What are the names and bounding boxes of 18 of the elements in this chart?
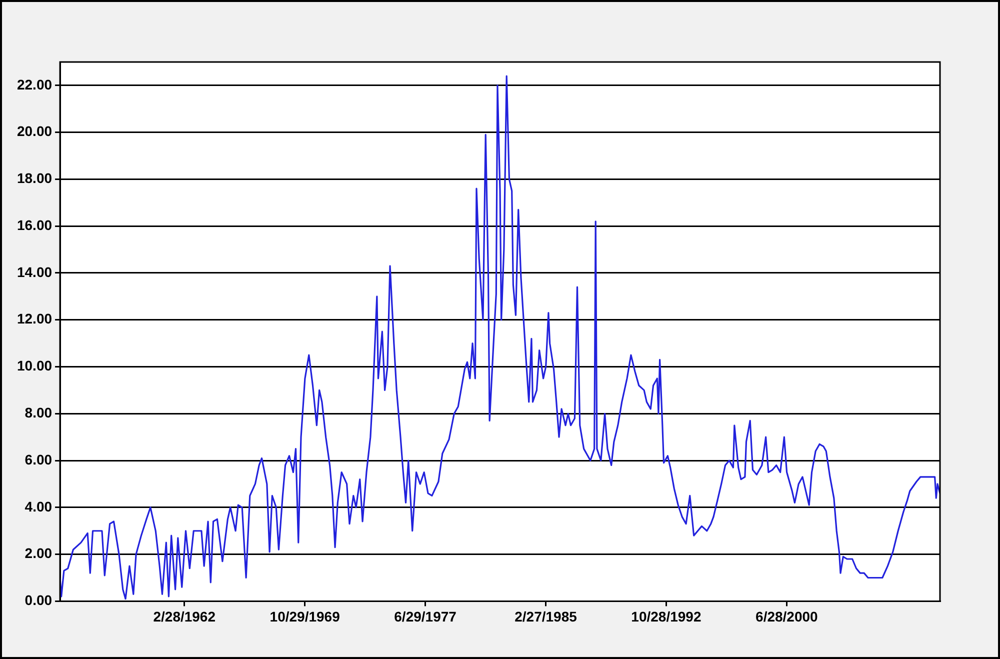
y-tick-label: 6.00 <box>24 451 52 468</box>
y-tick-label: 22.00 <box>16 76 52 92</box>
y-tick-label: 2.00 <box>24 545 52 562</box>
x-tick-label: 6/29/1977 <box>394 608 457 624</box>
y-tick-label: 14.00 <box>16 264 52 280</box>
y-tick-label: 4.00 <box>24 498 52 514</box>
y-tick-label: 18.00 <box>16 170 52 186</box>
x-tick-label: 10/28/1992 <box>631 608 702 624</box>
x-tick-label: 2/28/1962 <box>153 608 216 624</box>
y-tick-label: 8.00 <box>24 404 52 421</box>
y-tick-label: 20.00 <box>16 123 52 140</box>
x-tick-label: 2/27/1985 <box>514 608 578 624</box>
y-tick-label: 16.00 <box>16 216 52 233</box>
x-tick-label: 10/29/1969 <box>270 608 340 624</box>
y-tick-label: 10.00 <box>16 358 52 374</box>
y-tick-label: 0.00 <box>24 592 52 608</box>
x-tick-label: 6/28/2000 <box>756 608 818 624</box>
y-tick-label: 12.00 <box>16 310 52 327</box>
